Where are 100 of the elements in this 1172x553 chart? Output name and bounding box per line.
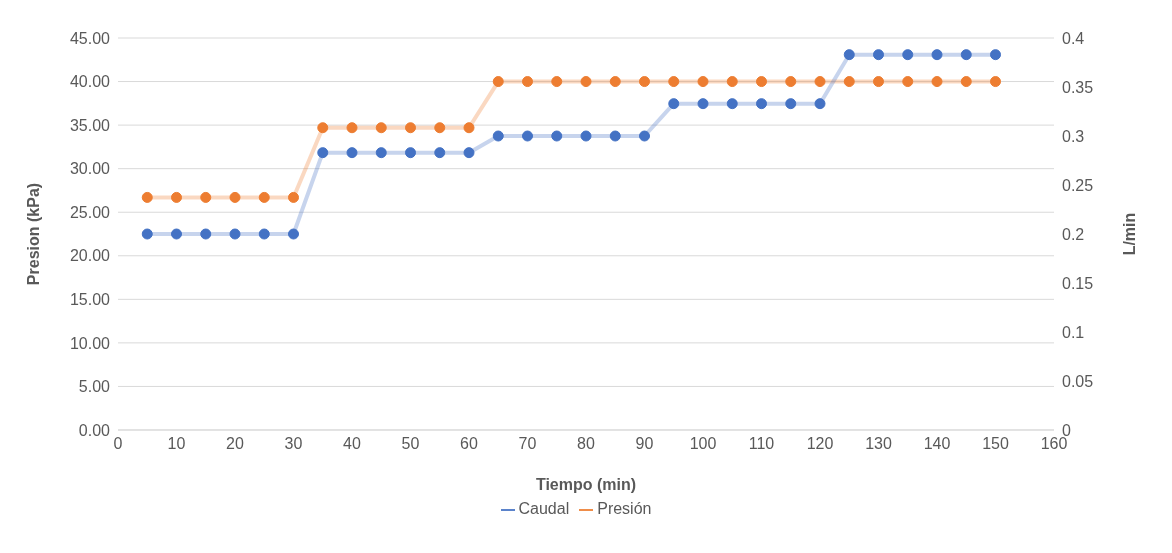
point <box>639 76 650 88</box>
point <box>346 147 358 159</box>
point <box>668 98 680 110</box>
point <box>317 122 329 134</box>
y2-tick-label: 0.05 <box>1062 372 1094 390</box>
point <box>317 147 329 159</box>
y-tick-label: 15.00 <box>69 291 111 309</box>
x-tick-label: 90 <box>635 435 654 453</box>
point <box>843 49 855 61</box>
point <box>609 76 621 88</box>
point <box>551 76 563 88</box>
point <box>200 228 212 240</box>
y2-tick-label: 0.25 <box>1062 176 1094 194</box>
point <box>405 147 416 159</box>
point <box>580 76 592 88</box>
point <box>434 122 446 134</box>
point <box>200 191 212 203</box>
x-tick-label: 50 <box>401 435 420 453</box>
x-tick-label: 20 <box>226 435 244 453</box>
point <box>258 228 270 240</box>
y-tick-label: 35.00 <box>69 116 111 134</box>
point <box>843 76 855 88</box>
point <box>785 76 797 88</box>
x-tick-label: 70 <box>518 435 537 453</box>
point <box>375 122 387 134</box>
point <box>756 76 767 88</box>
point <box>463 147 475 159</box>
x-tick-label: 100 <box>689 435 717 453</box>
point <box>405 122 416 134</box>
point <box>931 76 943 88</box>
point <box>522 76 533 88</box>
x-tick-label: 10 <box>167 435 186 453</box>
point <box>141 191 153 203</box>
point <box>697 76 709 88</box>
y-tick-label: 10.00 <box>69 334 111 352</box>
point <box>814 76 826 88</box>
point <box>609 130 621 142</box>
point <box>346 122 358 134</box>
point <box>141 228 153 240</box>
point <box>726 76 738 88</box>
point <box>434 147 446 159</box>
legend-label: Presión <box>597 500 652 517</box>
point <box>171 191 182 203</box>
x-tick-label: 0 <box>113 435 123 453</box>
point <box>990 76 1001 88</box>
point <box>697 98 709 110</box>
x-tick-label: 110 <box>748 435 775 453</box>
point <box>668 76 680 88</box>
y2-tick-label: 0.35 <box>1062 78 1094 96</box>
point <box>288 191 299 203</box>
y-tick-label: 5.00 <box>78 378 111 396</box>
y-axis-title: Presion (kPa) <box>24 182 42 286</box>
y-tick-label: 25.00 <box>69 203 111 221</box>
y2-tick-label: 0.15 <box>1062 274 1094 292</box>
point <box>756 98 767 110</box>
x-tick-label: 30 <box>284 435 303 453</box>
y-tick-label: 20.00 <box>69 247 111 265</box>
x-tick-label: 160 <box>1040 435 1068 453</box>
point <box>785 98 797 110</box>
y-tick-label: 40.00 <box>69 73 111 91</box>
point <box>931 49 943 61</box>
y2-tick-label: 0.1 <box>1062 323 1085 341</box>
point <box>902 76 914 88</box>
x-tick-label: 120 <box>806 435 834 453</box>
legend-label: Caudal <box>518 500 570 517</box>
point <box>229 191 241 203</box>
y-tick-label: 45.00 <box>69 29 111 47</box>
x-tick-label: 150 <box>982 435 1009 453</box>
y2-axis-title: L/min <box>1120 212 1138 256</box>
point <box>814 98 826 110</box>
point <box>375 147 387 159</box>
y2-tick-label: 0.4 <box>1062 29 1085 47</box>
point <box>463 122 475 134</box>
point <box>171 228 182 240</box>
point <box>902 49 914 61</box>
y-tick-label: 0.00 <box>78 421 111 439</box>
point <box>726 98 738 110</box>
point <box>960 49 972 61</box>
y-tick-label: 30.00 <box>69 160 111 178</box>
point <box>492 76 504 88</box>
point <box>551 130 563 142</box>
point <box>873 49 884 61</box>
point <box>873 76 884 88</box>
point <box>990 49 1001 61</box>
point <box>580 130 592 142</box>
x-tick-label: 130 <box>865 435 892 453</box>
point <box>288 228 299 240</box>
y2-tick-label: 0.2 <box>1062 225 1085 243</box>
x-axis-title: Tiempo (min) <box>535 476 637 493</box>
x-tick-label: 40 <box>343 435 361 453</box>
point <box>229 228 241 240</box>
x-tick-label: 60 <box>460 435 478 453</box>
x-tick-label: 80 <box>577 435 595 453</box>
point <box>522 130 533 142</box>
point <box>960 76 972 88</box>
point <box>639 130 650 142</box>
x-tick-label: 140 <box>923 435 951 453</box>
point <box>492 130 504 142</box>
y2-tick-label: 0.3 <box>1062 127 1085 145</box>
point <box>258 191 270 203</box>
